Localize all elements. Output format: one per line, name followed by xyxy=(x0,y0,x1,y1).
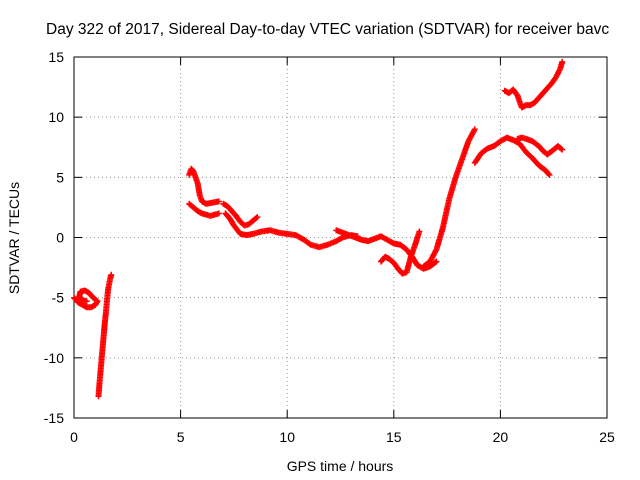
data-point xyxy=(432,259,439,266)
x-tick-label: 0 xyxy=(70,429,78,445)
series-arc11 xyxy=(501,58,566,111)
x-axis-label: GPS time / hours xyxy=(287,458,394,474)
y-tick-label: 5 xyxy=(56,169,64,185)
x-tick-label: 15 xyxy=(386,429,402,445)
y-tick-label: -15 xyxy=(44,410,64,426)
data-point xyxy=(559,58,566,65)
series-arc1 xyxy=(71,287,101,311)
data-point xyxy=(433,258,440,265)
grid xyxy=(74,57,607,418)
data-point xyxy=(546,171,553,178)
x-tick-label: 10 xyxy=(279,429,295,445)
x-tick-label: 5 xyxy=(177,429,185,445)
ticks xyxy=(73,56,608,419)
data-point xyxy=(559,146,566,153)
data-point xyxy=(545,170,552,177)
series-arc10 xyxy=(471,134,553,178)
series-arc12 xyxy=(514,134,566,158)
y-tick-label: -5 xyxy=(52,290,65,306)
data-point xyxy=(254,214,261,221)
data-point xyxy=(108,271,115,278)
series-arc2 xyxy=(95,271,115,400)
x-tick-label: 25 xyxy=(599,429,615,445)
series-arc5 xyxy=(220,200,261,229)
y-tick-label: 10 xyxy=(48,109,64,125)
data-point xyxy=(83,298,90,305)
data-points xyxy=(71,58,566,400)
y-tick-label: 15 xyxy=(48,49,64,65)
y-tick-label: -10 xyxy=(44,350,64,366)
data-point xyxy=(338,235,345,242)
data-point xyxy=(215,198,222,205)
data-point xyxy=(416,228,423,235)
series-arc8 xyxy=(378,228,423,277)
tick-labels: 0 5 10 15 20 25 -15 -10 -5 0 5 10 15 xyxy=(44,49,615,445)
data-point xyxy=(558,145,565,152)
series-arc3 xyxy=(186,165,222,207)
data-point xyxy=(471,126,478,133)
y-axis-label: SDTVAR / TECUs xyxy=(6,182,22,294)
series-arc9 xyxy=(420,126,478,270)
data-point xyxy=(253,214,260,221)
data-point xyxy=(215,210,222,217)
chart-title: Day 322 of 2017, Sidereal Day-to-day VTE… xyxy=(46,21,609,38)
series-arc4 xyxy=(186,200,222,219)
y-tick-label: 0 xyxy=(56,230,64,246)
x-tick-label: 20 xyxy=(493,429,509,445)
